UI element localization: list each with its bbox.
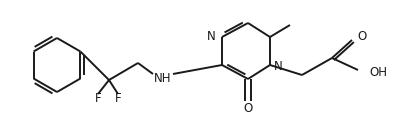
Text: NH: NH xyxy=(154,72,172,86)
Text: O: O xyxy=(243,101,253,115)
Text: O: O xyxy=(357,30,366,43)
Text: N: N xyxy=(207,30,216,43)
Text: N: N xyxy=(274,61,283,74)
Text: F: F xyxy=(115,92,121,105)
Text: OH: OH xyxy=(369,65,387,78)
Text: F: F xyxy=(95,92,101,105)
